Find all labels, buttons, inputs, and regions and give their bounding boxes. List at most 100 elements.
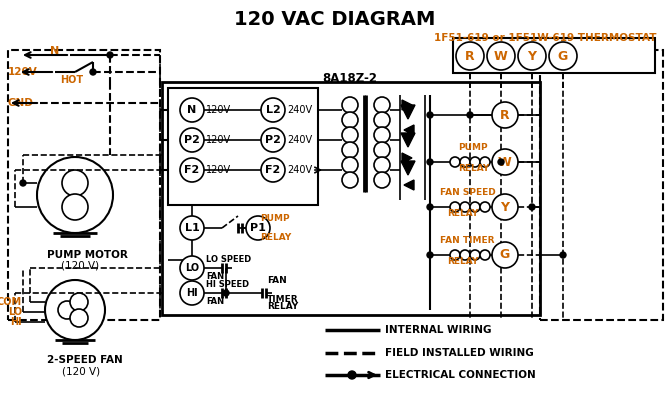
Text: R: R <box>465 49 475 62</box>
Text: F2: F2 <box>265 165 281 175</box>
Text: 240V: 240V <box>287 105 312 115</box>
Circle shape <box>470 202 480 212</box>
Circle shape <box>180 158 204 182</box>
Circle shape <box>529 204 535 210</box>
Circle shape <box>342 172 358 188</box>
Circle shape <box>58 301 76 319</box>
Bar <box>168 88 318 205</box>
Circle shape <box>62 170 88 196</box>
Circle shape <box>450 250 460 260</box>
Text: LO: LO <box>8 307 22 317</box>
Text: RELAY: RELAY <box>447 257 478 266</box>
Text: (120 V): (120 V) <box>61 260 99 270</box>
Text: FAN SPEED: FAN SPEED <box>440 188 496 197</box>
Text: (120 V): (120 V) <box>62 366 100 376</box>
Circle shape <box>460 250 470 260</box>
Circle shape <box>180 281 204 305</box>
Circle shape <box>374 127 390 143</box>
Circle shape <box>37 157 113 233</box>
Text: GND: GND <box>8 98 34 108</box>
Circle shape <box>348 371 356 379</box>
Circle shape <box>427 112 433 118</box>
Polygon shape <box>402 153 412 163</box>
Circle shape <box>374 97 390 113</box>
Circle shape <box>487 42 515 70</box>
Polygon shape <box>402 100 412 110</box>
Circle shape <box>492 242 518 268</box>
Circle shape <box>492 102 518 128</box>
Text: LO: LO <box>185 263 199 273</box>
Text: 8A18Z-2: 8A18Z-2 <box>322 72 377 85</box>
Text: HI: HI <box>10 317 22 327</box>
Circle shape <box>342 112 358 128</box>
Circle shape <box>560 252 566 258</box>
Circle shape <box>70 309 88 327</box>
Text: FAN: FAN <box>206 272 224 281</box>
Circle shape <box>460 157 470 167</box>
Text: RELAY: RELAY <box>447 209 478 218</box>
Text: W: W <box>498 155 512 168</box>
Circle shape <box>342 97 358 113</box>
Circle shape <box>342 127 358 143</box>
Circle shape <box>342 157 358 173</box>
Text: N: N <box>50 46 60 56</box>
Circle shape <box>470 250 480 260</box>
Circle shape <box>342 142 358 158</box>
Text: F2: F2 <box>184 165 200 175</box>
Circle shape <box>180 216 204 240</box>
Text: 120V: 120V <box>206 105 231 115</box>
Circle shape <box>427 204 433 210</box>
Circle shape <box>456 42 484 70</box>
Bar <box>162 82 540 315</box>
Text: TIMER: TIMER <box>267 295 299 304</box>
Circle shape <box>261 158 285 182</box>
Text: P2: P2 <box>184 135 200 145</box>
Text: HI SPEED: HI SPEED <box>206 280 249 289</box>
Text: FAN: FAN <box>206 297 224 306</box>
Text: 240V: 240V <box>287 135 312 145</box>
Text: HI: HI <box>186 288 198 298</box>
Text: 120V: 120V <box>206 135 231 145</box>
Circle shape <box>261 98 285 122</box>
Text: 120V: 120V <box>8 67 38 77</box>
Circle shape <box>498 159 504 165</box>
Circle shape <box>246 216 270 240</box>
Text: 120V: 120V <box>206 165 231 175</box>
Text: 120 VAC DIAGRAM: 120 VAC DIAGRAM <box>234 10 436 29</box>
Text: N: N <box>188 105 196 115</box>
Circle shape <box>492 194 518 220</box>
Circle shape <box>427 252 433 258</box>
Circle shape <box>180 256 204 280</box>
Circle shape <box>180 98 204 122</box>
Text: PUMP: PUMP <box>260 214 289 223</box>
Text: RELAY: RELAY <box>267 302 298 311</box>
Text: RELAY: RELAY <box>260 233 291 242</box>
Circle shape <box>261 128 285 152</box>
Text: L1: L1 <box>185 223 200 233</box>
Text: P2: P2 <box>265 135 281 145</box>
Circle shape <box>62 194 88 220</box>
Circle shape <box>374 112 390 128</box>
Text: L2: L2 <box>265 105 280 115</box>
Text: W: W <box>494 49 508 62</box>
Text: PUMP MOTOR: PUMP MOTOR <box>47 250 128 260</box>
Polygon shape <box>401 133 415 147</box>
Circle shape <box>374 142 390 158</box>
Text: 2-SPEED FAN: 2-SPEED FAN <box>47 355 123 365</box>
Circle shape <box>70 293 88 311</box>
Polygon shape <box>401 161 415 175</box>
Circle shape <box>480 250 490 260</box>
Text: G: G <box>500 248 510 261</box>
Text: RELAY: RELAY <box>458 164 489 173</box>
Bar <box>453 38 655 73</box>
Circle shape <box>518 42 546 70</box>
Circle shape <box>45 280 105 340</box>
Text: LO SPEED: LO SPEED <box>206 255 251 264</box>
Text: COM: COM <box>0 297 22 307</box>
Bar <box>540 50 663 320</box>
Text: 240V: 240V <box>287 165 312 175</box>
Text: G: G <box>558 49 568 62</box>
Text: HOT: HOT <box>60 75 83 85</box>
Circle shape <box>480 202 490 212</box>
Circle shape <box>450 202 460 212</box>
